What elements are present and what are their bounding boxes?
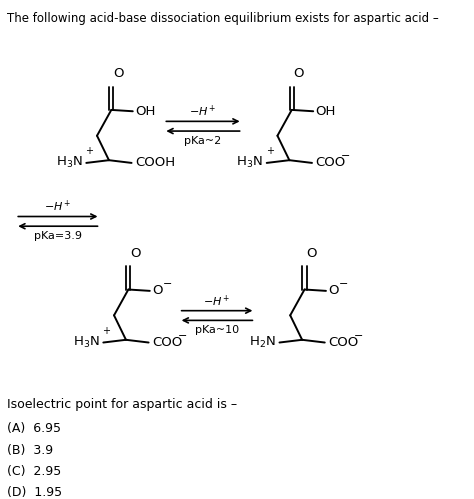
Text: COOH: COOH: [135, 156, 175, 170]
Text: O: O: [152, 284, 163, 297]
Text: pKa~10: pKa~10: [195, 325, 239, 335]
Text: OH: OH: [316, 105, 336, 118]
Text: (D)  1.95: (D) 1.95: [7, 487, 62, 499]
Text: $-H^+$: $-H^+$: [189, 104, 217, 119]
Text: +: +: [266, 146, 274, 156]
Text: $-H^+$: $-H^+$: [44, 199, 72, 215]
Text: $\mathregular{H_3N}$: $\mathregular{H_3N}$: [237, 155, 264, 171]
Text: −: −: [339, 279, 348, 289]
Text: −: −: [163, 279, 172, 289]
Text: Isoelectric point for aspartic acid is –: Isoelectric point for aspartic acid is –: [7, 398, 237, 411]
Text: O: O: [113, 67, 124, 80]
Text: pKa=3.9: pKa=3.9: [34, 231, 82, 241]
Text: −: −: [354, 331, 363, 341]
Text: (B)  3.9: (B) 3.9: [7, 444, 53, 457]
Text: $\mathregular{H_2N}$: $\mathregular{H_2N}$: [249, 335, 276, 350]
Text: −: −: [178, 331, 187, 341]
Text: COO: COO: [315, 156, 346, 170]
Text: O: O: [306, 247, 317, 259]
Text: $\mathregular{H_3N}$: $\mathregular{H_3N}$: [73, 335, 100, 350]
Text: −: −: [341, 151, 350, 161]
Text: O: O: [328, 284, 339, 297]
Text: +: +: [102, 326, 110, 336]
Text: COO: COO: [328, 336, 358, 349]
Text: +: +: [85, 146, 93, 156]
Text: $-H^+$: $-H^+$: [203, 293, 231, 308]
Text: COO: COO: [152, 336, 182, 349]
Text: The following acid-base dissociation equilibrium exists for aspartic acid –: The following acid-base dissociation equ…: [7, 11, 438, 24]
Text: pKa~2: pKa~2: [184, 136, 222, 146]
Text: (A)  6.95: (A) 6.95: [7, 422, 61, 435]
Text: O: O: [130, 247, 141, 259]
Text: $\mathregular{H_3N}$: $\mathregular{H_3N}$: [56, 155, 83, 171]
Text: O: O: [293, 67, 304, 80]
Text: (C)  2.95: (C) 2.95: [7, 465, 61, 478]
Text: OH: OH: [135, 105, 155, 118]
